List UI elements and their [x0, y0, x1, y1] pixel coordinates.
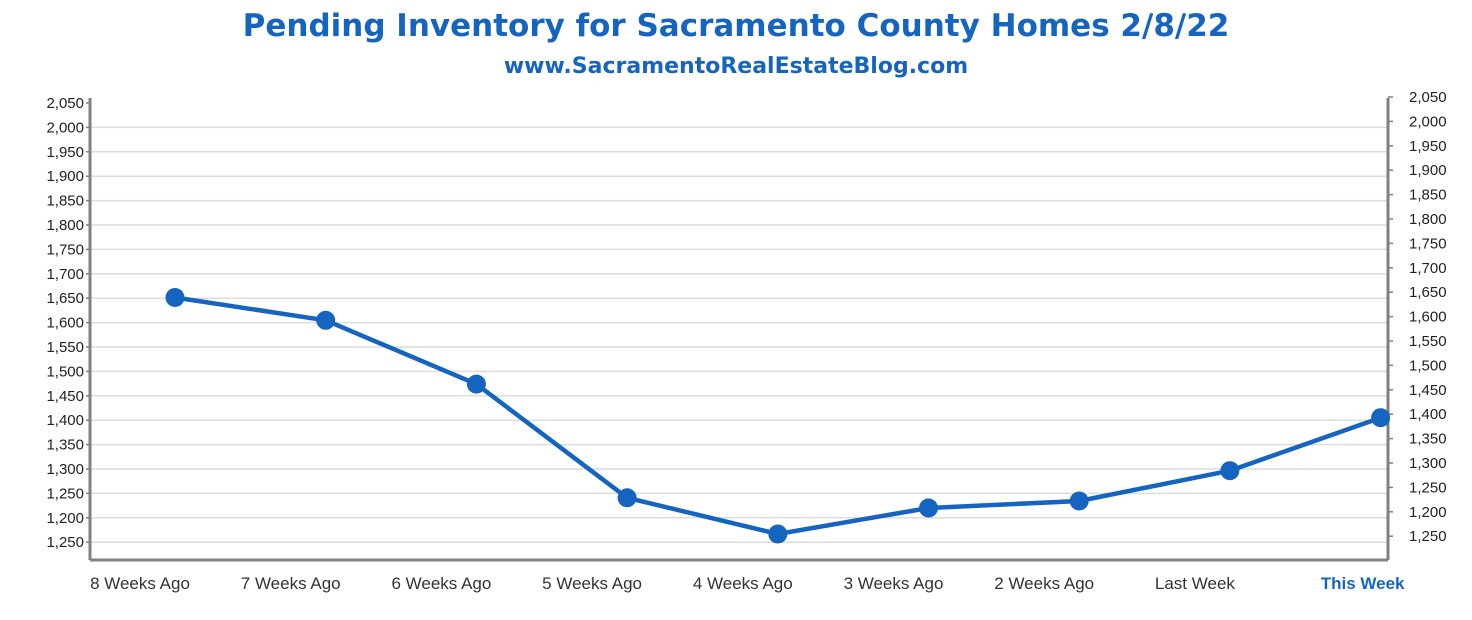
- y-tick-label-right: 1,350: [1409, 431, 1447, 448]
- y-tick-label-left: 1,300: [46, 461, 84, 478]
- y-tick-label-left: 1,800: [46, 217, 84, 234]
- x-tick-label: 2 Weeks Ago: [994, 574, 1094, 593]
- y-tick-label-left: 1,200: [46, 510, 84, 527]
- data-point: [617, 488, 637, 508]
- x-tick-label: Last Week: [1155, 574, 1236, 593]
- y-tick-label-right: 1,850: [1409, 187, 1447, 204]
- y-tick-label-left: 1,350: [46, 437, 84, 454]
- y-tick-label-left: 1,900: [46, 168, 84, 185]
- x-tick-label: 6 Weeks Ago: [391, 574, 491, 593]
- gridlines: [90, 126, 1388, 543]
- y-tick-label-left: 1,950: [46, 144, 84, 161]
- chart-title: Pending Inventory for Sacramento County …: [242, 8, 1230, 44]
- y-tick-label-left: 2,000: [46, 119, 84, 136]
- y-tick-label-right: 1,500: [1409, 357, 1447, 374]
- y-tick-label-right: 1,750: [1409, 235, 1447, 252]
- data-point: [165, 288, 185, 307]
- y-tick-label-right: 1,650: [1409, 284, 1447, 301]
- y-tick-label-right: 1,550: [1409, 333, 1447, 350]
- y-tick-label-left: 1,500: [46, 363, 84, 380]
- x-tick-label: 4 Weeks Ago: [693, 574, 793, 593]
- y-tick-label-right: 1,200: [1409, 504, 1447, 521]
- x-tick-label: 7 Weeks Ago: [241, 574, 341, 593]
- y-tick-label-right: 1,250: [1409, 528, 1447, 545]
- axes: [88, 98, 1390, 562]
- data-point: [1220, 461, 1240, 481]
- y-tick-label-right: 1,700: [1409, 260, 1447, 277]
- data-point: [316, 310, 336, 330]
- x-tick-label: 3 Weeks Ago: [844, 574, 944, 593]
- y-tick-label-left: 1,450: [46, 388, 84, 405]
- y-tick-label-left: 1,650: [46, 290, 84, 307]
- series-pending-inventory: [165, 288, 1391, 544]
- x-tick-label: 5 Weeks Ago: [542, 574, 642, 593]
- left-y-axis-labels: 2,050 2,000 1,950 1,900 1,850 1,800 1,750 1,700…: [46, 95, 90, 551]
- x-tick-label: This Week: [1321, 574, 1405, 593]
- y-tick-label-right: 1,950: [1409, 138, 1447, 155]
- series-line: [174, 295, 1382, 537]
- y-tick-label-left: 1,750: [46, 241, 84, 258]
- right-y-axis-labels: 2,050 2,000 1,950 1,900 1,850 1,800 1,750 1,700…: [1388, 89, 1447, 545]
- x-tick-label: 8 Weeks Ago: [90, 574, 190, 593]
- y-tick-label-left: 1,400: [46, 412, 84, 429]
- y-tick-label-left: 1,850: [46, 193, 84, 210]
- y-tick-label-right: 1,250: [1409, 479, 1447, 496]
- y-tick-label-right: 2,050: [1409, 89, 1447, 106]
- y-tick-label-right: 1,900: [1409, 162, 1447, 179]
- data-point: [1371, 408, 1391, 428]
- data-point: [919, 498, 938, 518]
- data-point: [466, 374, 486, 394]
- chart-subtitle: www.SacramentoRealEstateBlog.com: [503, 54, 969, 79]
- y-tick-label-right: 1,600: [1409, 309, 1447, 326]
- y-tick-label-right: 1,800: [1409, 211, 1447, 228]
- x-axis-labels: 8 Weeks Ago 7 Weeks Ago 6 Weeks Ago 5 Weeks…: [90, 574, 1405, 593]
- y-tick-label-right: 1,450: [1409, 382, 1447, 399]
- y-tick-label-left: 1,550: [46, 339, 84, 356]
- data-point: [1069, 491, 1089, 511]
- y-tick-label-right: 1,300: [1409, 455, 1447, 472]
- y-tick-label-left: 1,250: [46, 534, 84, 551]
- y-tick-label-left: 1,250: [46, 485, 84, 502]
- y-tick-label-right: 1,400: [1409, 406, 1447, 423]
- y-tick-label-left: 1,700: [46, 266, 84, 283]
- data-point: [768, 524, 788, 544]
- y-tick-label-left: 1,600: [46, 315, 84, 332]
- y-tick-label-left: 2,050: [46, 95, 84, 112]
- y-tick-label-right: 2,000: [1409, 113, 1447, 130]
